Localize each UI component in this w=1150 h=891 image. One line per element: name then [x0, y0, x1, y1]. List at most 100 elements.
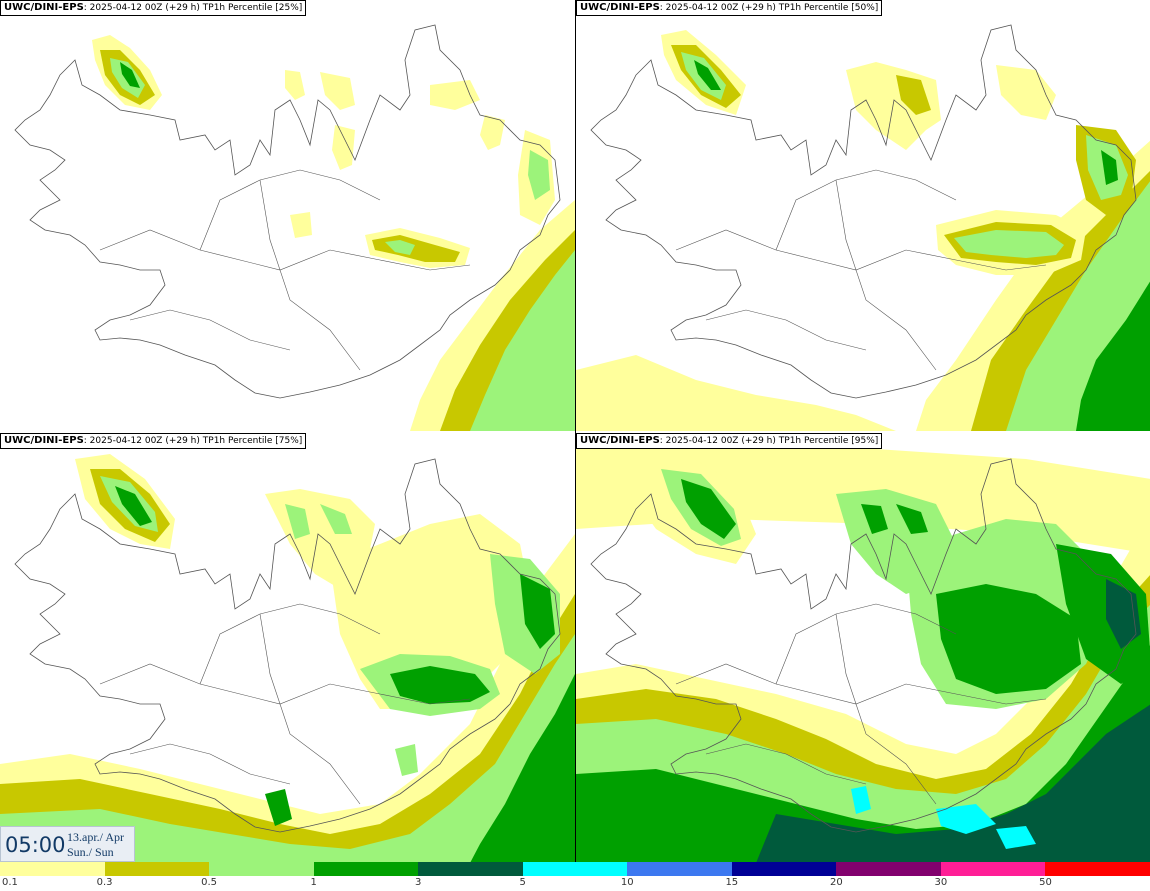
precip-0.5-east2	[528, 150, 550, 200]
precip-0.3-north	[896, 75, 931, 115]
precip-map-p95	[576, 434, 1150, 863]
colorbar-label: 3	[414, 877, 422, 888]
run-time: 2025-04-12 00Z (+29 h)	[665, 436, 776, 446]
precip-1-south	[576, 645, 1150, 863]
field-name: TP1h Percentile [25%]	[202, 3, 303, 13]
precip-5-spot1	[851, 786, 871, 814]
precip-areas	[0, 454, 575, 863]
panel-title-p75: UWC/DINI-EPS: 2025-04-12 00Z (+29 h) TP1…	[0, 433, 307, 449]
map-panel-p75: UWC/DINI-EPS: 2025-04-12 00Z (+29 h) TP1…	[0, 433, 575, 864]
precip-5-spot2	[936, 804, 996, 834]
precip-0.5-north2	[320, 504, 352, 534]
field-name: TP1h Percentile [95%]	[778, 436, 879, 446]
precip-0.5-southcenter	[395, 744, 418, 776]
road-network	[99, 603, 471, 805]
precip-0.3-south	[0, 594, 575, 863]
precip-0.1-ne	[996, 65, 1056, 120]
precip-map-p50	[576, 24, 1150, 431]
model-name: UWC/DINI-EPS	[4, 435, 84, 446]
map-panel-p95: UWC/DINI-EPS: 2025-04-12 00Z (+29 h) TP1…	[576, 433, 1150, 864]
colorbar-label: 5	[519, 877, 526, 888]
precip-0.1-north3	[332, 125, 355, 170]
run-time: 2025-04-12 00Z (+29 h)	[89, 436, 200, 446]
field-name: TP1h Percentile [75%]	[202, 436, 303, 446]
precip-1-east	[1076, 281, 1150, 431]
colorbar-swatch	[313, 862, 419, 876]
precip-0.5-center	[385, 240, 415, 255]
precip-0.5-center	[954, 230, 1064, 258]
road-network	[99, 169, 471, 371]
precip-5-spot3	[996, 826, 1036, 849]
colorbar-swatch	[836, 862, 941, 876]
model-name: UWC/DINI-EPS	[4, 2, 84, 13]
precip-1-southeast	[470, 674, 575, 863]
precip-0.5-north1	[285, 504, 310, 539]
precip-1-nw	[694, 60, 721, 90]
colorbar-swatch	[627, 862, 732, 876]
model-name: UWC/DINI-EPS	[580, 2, 660, 13]
coastline	[14, 24, 561, 399]
precip-0.1-south	[0, 534, 575, 863]
colorbar-label: 0.1	[2, 877, 18, 888]
iceland-coastline	[590, 24, 1137, 399]
road-network	[675, 169, 1047, 371]
run-time: 2025-04-12 00Z (+29 h)	[89, 3, 200, 13]
precip-areas	[92, 35, 575, 431]
valid-weekday: Sun./ Sun	[67, 845, 114, 859]
precip-1-nw	[681, 479, 736, 539]
precip-1-nw	[115, 486, 152, 526]
colorbar-label: 0.5	[201, 877, 218, 888]
colorbar-swatch	[0, 862, 105, 876]
valid-time: 05:00	[5, 833, 66, 857]
precip-0.1-north2	[320, 72, 355, 110]
colorbar-swatch	[418, 862, 523, 876]
coastline	[590, 458, 1137, 833]
colorbar-label: 50	[1039, 877, 1052, 888]
iceland-coastline	[590, 458, 1137, 833]
precip-0.1-center	[330, 514, 530, 709]
panel-title-p95: UWC/DINI-EPS: 2025-04-12 00Z (+29 h) TP1…	[576, 433, 883, 449]
precip-1-north2	[896, 504, 928, 534]
precip-0.1-ne	[430, 80, 480, 110]
map-panel-p25: UWC/DINI-EPS: 2025-04-12 00Z (+29 h) TP1…	[0, 0, 575, 431]
iceland-coastline	[14, 24, 561, 399]
precip-1-eastcoast	[1101, 150, 1118, 185]
precip-colorbar	[0, 862, 1150, 876]
run-time: 2025-04-12 00Z (+29 h)	[665, 3, 776, 13]
precip-0.1-north1	[285, 70, 305, 100]
colorbar-swatch	[104, 862, 210, 876]
model-name: UWC/DINI-EPS	[580, 435, 660, 446]
precip-1-south	[265, 789, 292, 826]
precip-3-eastcoast	[1106, 579, 1141, 649]
colorbar-label: 10	[620, 877, 634, 888]
field-name: TP1h Percentile [50%]	[778, 3, 879, 13]
colorbar-swatch	[522, 862, 628, 876]
precip-0.1-south	[576, 355, 896, 431]
valid-time-box: 05:00 13.apr./ Apr Sun./ Sun	[0, 826, 135, 862]
precip-1-nw	[120, 62, 140, 88]
colorbar-label: 1	[310, 877, 317, 888]
precip-areas	[576, 434, 1150, 863]
coastline	[590, 24, 1137, 399]
colorbar-labels: 0.1 0.3 0.5 1 3 5 10 15 20 30 50	[0, 877, 1150, 891]
valid-date: 13.apr./ Apr	[67, 830, 124, 844]
precip-0.5-east	[470, 250, 575, 431]
iceland-coastline	[14, 458, 561, 833]
colorbar-label: 0.3	[96, 877, 113, 888]
colorbar-swatch	[1045, 862, 1150, 876]
precip-1-north1	[861, 504, 888, 534]
road-network	[675, 603, 1047, 805]
precip-0.1-west	[290, 212, 312, 238]
map-panel-p50: UWC/DINI-EPS: 2025-04-12 00Z (+29 h) TP1…	[576, 0, 1150, 431]
colorbar-swatch	[209, 862, 314, 876]
colorbar-label: 15	[725, 877, 739, 888]
panel-title-p25: UWC/DINI-EPS: 2025-04-12 00Z (+29 h) TP1…	[0, 0, 307, 16]
precip-1-center	[390, 666, 490, 704]
precip-3-south	[756, 704, 1150, 863]
coastline	[14, 458, 561, 833]
precip-areas	[576, 30, 1150, 431]
colorbar-label: 30	[934, 877, 948, 888]
colorbar-swatch	[940, 862, 1046, 876]
colorbar-label: 20	[829, 877, 843, 888]
colorbar-swatch	[731, 862, 837, 876]
